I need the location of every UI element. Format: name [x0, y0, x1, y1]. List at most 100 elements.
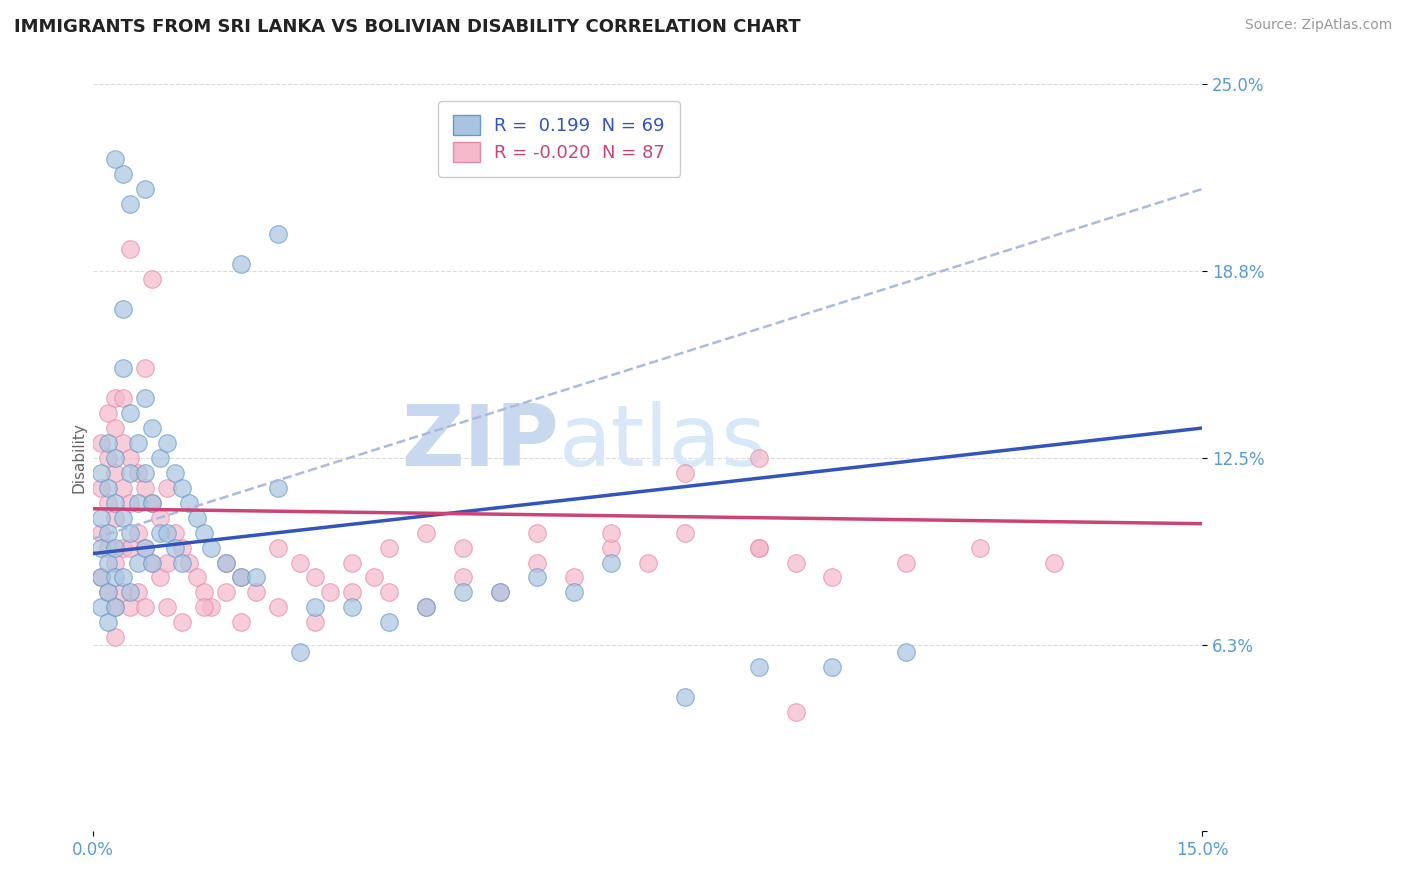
Point — [104, 421, 127, 435]
Point — [104, 510, 127, 524]
Point — [97, 541, 120, 555]
Text: IMMIGRANTS FROM SRI LANKA VS BOLIVIAN DISABILITY CORRELATION CHART: IMMIGRANTS FROM SRI LANKA VS BOLIVIAN DI… — [14, 18, 800, 36]
Point — [111, 585, 134, 599]
Point — [134, 541, 156, 555]
Point — [97, 585, 120, 599]
Point — [97, 481, 120, 495]
Point — [340, 556, 363, 570]
Point — [156, 481, 179, 495]
Point — [193, 525, 215, 540]
Point — [120, 496, 142, 510]
Point — [163, 466, 186, 480]
Point — [186, 510, 208, 524]
Point — [141, 556, 163, 570]
Point — [599, 541, 621, 555]
Point — [378, 615, 401, 630]
Point — [127, 556, 149, 570]
Point — [215, 556, 238, 570]
Point — [229, 570, 252, 584]
Point — [304, 615, 326, 630]
Point — [120, 406, 142, 420]
Point — [104, 152, 127, 166]
Point — [104, 630, 127, 644]
Point — [141, 271, 163, 285]
Point — [97, 585, 120, 599]
Point — [97, 556, 120, 570]
Point — [141, 496, 163, 510]
Point — [90, 570, 112, 584]
Point — [163, 541, 186, 555]
Point — [821, 660, 844, 674]
Point — [90, 510, 112, 524]
Point — [120, 585, 142, 599]
Point — [785, 705, 807, 719]
Point — [120, 600, 142, 615]
Point — [120, 197, 142, 211]
Point — [304, 600, 326, 615]
Point — [134, 182, 156, 196]
Point — [290, 645, 312, 659]
Point — [111, 481, 134, 495]
Point — [156, 556, 179, 570]
Point — [156, 436, 179, 450]
Point — [104, 600, 127, 615]
Point — [104, 391, 127, 405]
Point — [245, 570, 267, 584]
Point — [785, 556, 807, 570]
Point — [90, 481, 112, 495]
Point — [134, 361, 156, 376]
Point — [229, 257, 252, 271]
Text: Source: ZipAtlas.com: Source: ZipAtlas.com — [1244, 18, 1392, 32]
Point — [245, 585, 267, 599]
Point — [90, 525, 112, 540]
Point — [599, 556, 621, 570]
Point — [134, 466, 156, 480]
Point — [127, 466, 149, 480]
Point — [104, 600, 127, 615]
Point — [229, 615, 252, 630]
Point — [599, 525, 621, 540]
Point — [111, 436, 134, 450]
Point — [97, 615, 120, 630]
Point — [451, 541, 474, 555]
Text: atlas: atlas — [560, 401, 766, 484]
Point — [193, 600, 215, 615]
Point — [90, 436, 112, 450]
Point — [290, 556, 312, 570]
Point — [267, 227, 290, 241]
Point — [111, 167, 134, 181]
Point — [896, 556, 918, 570]
Point — [104, 466, 127, 480]
Point — [451, 570, 474, 584]
Point — [111, 391, 134, 405]
Point — [267, 541, 290, 555]
Point — [673, 466, 696, 480]
Point — [127, 585, 149, 599]
Point — [200, 541, 222, 555]
Point — [378, 585, 401, 599]
Point — [149, 525, 172, 540]
Legend: R =  0.199  N = 69, R = -0.020  N = 87: R = 0.199 N = 69, R = -0.020 N = 87 — [439, 101, 679, 177]
Point — [120, 541, 142, 555]
Point — [163, 525, 186, 540]
Point — [673, 690, 696, 704]
Point — [111, 510, 134, 524]
Point — [340, 600, 363, 615]
Point — [526, 525, 548, 540]
Point — [111, 541, 134, 555]
Point — [134, 481, 156, 495]
Point — [127, 496, 149, 510]
Point — [415, 600, 437, 615]
Point — [1043, 556, 1066, 570]
Point — [304, 570, 326, 584]
Point — [104, 570, 127, 584]
Point — [215, 585, 238, 599]
Point — [90, 570, 112, 584]
Point — [186, 570, 208, 584]
Point — [748, 541, 770, 555]
Point — [526, 556, 548, 570]
Point — [134, 391, 156, 405]
Point — [637, 556, 659, 570]
Point — [90, 466, 112, 480]
Point — [127, 525, 149, 540]
